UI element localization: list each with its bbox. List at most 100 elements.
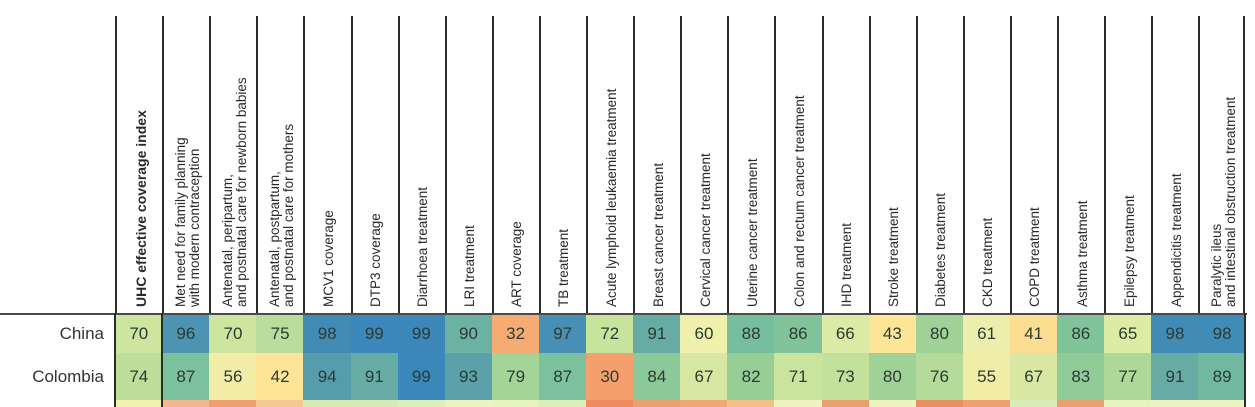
heatmap-cell: 91 bbox=[1151, 353, 1199, 400]
heatmap-cell: 87 bbox=[162, 353, 210, 400]
column-header-label: Uterine cancer treatment bbox=[744, 158, 760, 307]
heatmap-cell: 67 bbox=[680, 353, 728, 400]
column-header: CKD treatment bbox=[962, 16, 1010, 313]
column-header-label: ART coverage bbox=[509, 221, 525, 307]
heatmap-cell: 74 bbox=[115, 353, 163, 400]
heatmap-cell: 70 bbox=[115, 315, 163, 353]
column-header-label: Asthma treatment bbox=[1074, 200, 1090, 307]
heatmap-cell: 43 bbox=[868, 315, 917, 353]
heatmap-cell: 80 bbox=[915, 315, 964, 353]
table-right-border bbox=[1244, 313, 1247, 407]
heatmap-cell: 98 bbox=[1198, 315, 1246, 353]
column-header-label: Epilepsy treatment bbox=[1121, 195, 1137, 307]
column-header-label: IHD treatment bbox=[839, 222, 855, 307]
heatmap-cell: 82 bbox=[727, 353, 775, 400]
heatmap-cell-partial bbox=[350, 400, 399, 407]
heatmap-cell-partial bbox=[115, 400, 163, 407]
column-header-label: Colon and rectum cancer treatment bbox=[791, 95, 807, 307]
heatmap-cell: 55 bbox=[962, 353, 1011, 400]
heatmap-cell-partial bbox=[256, 400, 304, 407]
uhc-column-border bbox=[161, 313, 164, 407]
heatmap-cell-partial bbox=[397, 400, 446, 407]
column-header: Antenatal, peripartum, and postnatal car… bbox=[209, 16, 256, 313]
heatmap-cell: 98 bbox=[1151, 315, 1199, 353]
column-header: Epilepsy treatment bbox=[1104, 16, 1151, 313]
heatmap-cell-partial bbox=[444, 400, 493, 407]
heatmap-cell: 99 bbox=[397, 315, 446, 353]
column-header: MCV1 coverage bbox=[303, 16, 350, 313]
column-header: Asthma treatment bbox=[1057, 16, 1104, 313]
column-header-label: Cervical cancer treatment bbox=[697, 153, 713, 307]
column-header-label: Stroke treatment bbox=[886, 207, 902, 307]
heatmap-cell: 32 bbox=[491, 315, 540, 353]
column-header-label: LRI treatment bbox=[462, 225, 478, 307]
heatmap-cell-partial bbox=[162, 400, 210, 407]
heatmap-cell-partial bbox=[633, 400, 681, 407]
heatmap-cell-partial bbox=[962, 400, 1011, 407]
header-divider bbox=[0, 313, 1247, 315]
heatmap-cell-partial bbox=[1151, 400, 1199, 407]
heatmap-cell: 72 bbox=[586, 315, 634, 353]
heatmap-cell: 89 bbox=[1198, 353, 1246, 400]
column-header-label: UHC effective coverage index bbox=[132, 110, 149, 307]
column-header-label: Breast cancer treatment bbox=[650, 162, 666, 307]
column-header: Uterine cancer treatment bbox=[727, 16, 774, 313]
heatmap-cell-partial bbox=[1104, 400, 1152, 407]
heatmap-cell: 91 bbox=[633, 315, 681, 353]
column-header-label: TB treatment bbox=[556, 228, 572, 307]
column-header: Breast cancer treatment bbox=[633, 16, 680, 313]
column-header-label: Antenatal, peripartum, and postnatal car… bbox=[219, 77, 249, 307]
column-header-label: Appendicitis treatment bbox=[1168, 173, 1184, 307]
column-header-label: Diarrhoea treatment bbox=[415, 186, 431, 307]
column-header: Paralytic ileus and intestinal obstructi… bbox=[1198, 16, 1246, 313]
column-header-label: Acute lymphoid leukaemia treatment bbox=[603, 88, 619, 307]
column-header: Diarrhoea treatment bbox=[397, 16, 445, 313]
heatmap-cell-partial bbox=[680, 400, 728, 407]
heatmap-cell: 87 bbox=[538, 353, 587, 400]
column-header-label: Met need for family planning with modern… bbox=[172, 137, 202, 307]
heatmap-cell: 30 bbox=[586, 353, 634, 400]
column-header-label: DTP3 coverage bbox=[368, 213, 384, 307]
column-header-label: COPD treatment bbox=[1027, 207, 1043, 307]
column-header: COPD treatment bbox=[1009, 16, 1057, 313]
heatmap-cell: 65 bbox=[1104, 315, 1152, 353]
heatmap-cell-partial bbox=[727, 400, 775, 407]
heatmap-cell-partial bbox=[821, 400, 870, 407]
column-header-label: Antenatal, postpartum, and postnatal car… bbox=[266, 123, 296, 307]
heatmap-cell: 60 bbox=[680, 315, 728, 353]
heatmap-cell: 86 bbox=[1057, 315, 1105, 353]
column-header-label: CKD treatment bbox=[980, 217, 996, 307]
column-header-label: Diabetes treatment bbox=[933, 192, 949, 307]
uhc-column-border bbox=[114, 313, 116, 407]
heatmap-cell: 77 bbox=[1104, 353, 1152, 400]
heatmap-cell: 97 bbox=[538, 315, 587, 353]
heatmap-cell: 91 bbox=[350, 353, 399, 400]
column-header: Stroke treatment bbox=[868, 16, 916, 313]
heatmap-cell: 71 bbox=[774, 353, 822, 400]
heatmap-cell: 75 bbox=[256, 315, 304, 353]
heatmap-cell: 93 bbox=[444, 353, 493, 400]
column-header: Acute lymphoid leukaemia treatment bbox=[586, 16, 633, 313]
heatmap-cell-partial bbox=[303, 400, 351, 407]
heatmap-cell: 73 bbox=[821, 353, 870, 400]
heatmap-cell: 86 bbox=[774, 315, 822, 353]
column-header: Antenatal, postpartum, and postnatal car… bbox=[256, 16, 303, 313]
heatmap-cell: 56 bbox=[209, 353, 257, 400]
column-header: Diabetes treatment bbox=[915, 16, 963, 313]
heatmap-cell-partial bbox=[1009, 400, 1058, 407]
heatmap-cell-partial bbox=[586, 400, 634, 407]
column-header: DTP3 coverage bbox=[350, 16, 398, 313]
heatmap-cell: 67 bbox=[1009, 353, 1058, 400]
heatmap-cell: 96 bbox=[162, 315, 210, 353]
heatmap-cell-partial bbox=[774, 400, 822, 407]
heatmap-cell: 76 bbox=[915, 353, 964, 400]
heatmap-cell-partial bbox=[915, 400, 964, 407]
heatmap-cell-partial bbox=[868, 400, 917, 407]
heatmap-cell: 66 bbox=[821, 315, 870, 353]
heatmap-cell: 80 bbox=[868, 353, 917, 400]
column-header: IHD treatment bbox=[821, 16, 869, 313]
heatmap-cell: 42 bbox=[256, 353, 304, 400]
column-header: LRI treatment bbox=[444, 16, 492, 313]
column-header: ART coverage bbox=[491, 16, 539, 313]
